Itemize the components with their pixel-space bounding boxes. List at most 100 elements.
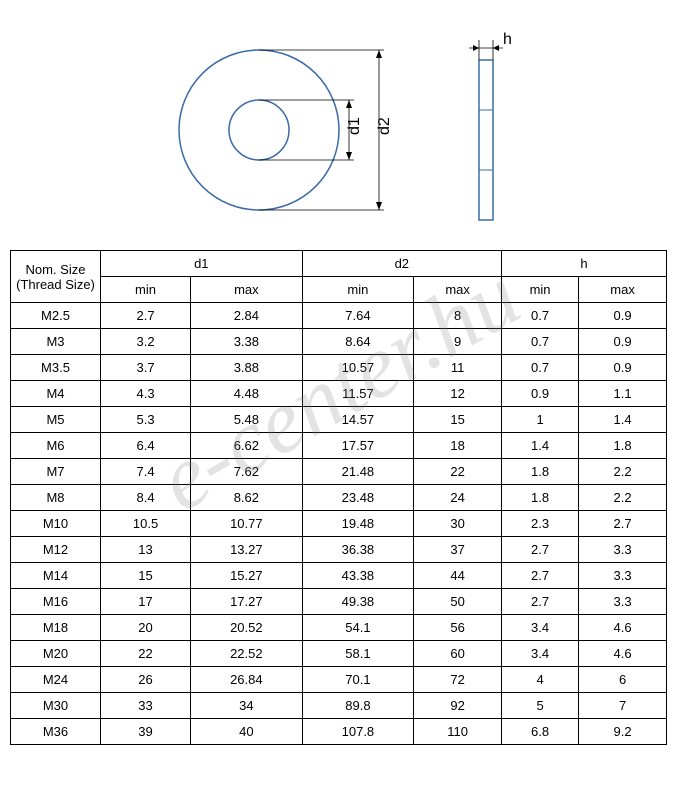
cell-d2max: 9	[414, 329, 502, 355]
d2-label: d2	[376, 117, 393, 135]
cell-d1max: 8.62	[191, 485, 303, 511]
cell-hmax: 4.6	[579, 615, 667, 641]
cell-d1min: 17	[101, 589, 191, 615]
cell-size: M4	[11, 381, 101, 407]
d1-label: d1	[346, 117, 363, 135]
cell-size: M20	[11, 641, 101, 667]
cell-size: M16	[11, 589, 101, 615]
cell-d2min: 23.48	[302, 485, 414, 511]
table-row: M33.23.388.6490.70.9	[11, 329, 667, 355]
cell-hmin: 2.7	[502, 589, 579, 615]
sub-d1-min: min	[101, 277, 191, 303]
cell-hmax: 2.2	[579, 485, 667, 511]
cell-hmax: 9.2	[579, 719, 667, 745]
cell-d2min: 58.1	[302, 641, 414, 667]
cell-size: M30	[11, 693, 101, 719]
table-row: M30333489.89257	[11, 693, 667, 719]
cell-d1min: 20	[101, 615, 191, 641]
cell-hmin: 0.7	[502, 355, 579, 381]
cell-d1max: 15.27	[191, 563, 303, 589]
cell-d1max: 40	[191, 719, 303, 745]
cell-size: M6	[11, 433, 101, 459]
table-row: M55.35.4814.571511.4	[11, 407, 667, 433]
cell-d1max: 13.27	[191, 537, 303, 563]
cell-d1max: 20.52	[191, 615, 303, 641]
cell-d1min: 13	[101, 537, 191, 563]
dimensions-table: Nom. Size (Thread Size) d1 d2 h min max …	[10, 250, 667, 745]
sub-d1-max: max	[191, 277, 303, 303]
cell-d2max: 11	[414, 355, 502, 381]
cell-size: M24	[11, 667, 101, 693]
cell-size: M14	[11, 563, 101, 589]
cell-d2min: 8.64	[302, 329, 414, 355]
col-nom-size: Nom. Size (Thread Size)	[11, 251, 101, 303]
cell-d2min: 11.57	[302, 381, 414, 407]
table-row: M2.52.72.847.6480.70.9	[11, 303, 667, 329]
cell-d1max: 4.48	[191, 381, 303, 407]
cell-d2max: 110	[414, 719, 502, 745]
cell-d1max: 22.52	[191, 641, 303, 667]
cell-hmax: 0.9	[579, 355, 667, 381]
sub-d2-max: max	[414, 277, 502, 303]
table-row: M88.48.6223.48241.82.2	[11, 485, 667, 511]
cell-hmax: 0.9	[579, 303, 667, 329]
table-header-row-1: Nom. Size (Thread Size) d1 d2 h	[11, 251, 667, 277]
cell-d1min: 15	[101, 563, 191, 589]
cell-hmin: 2.7	[502, 537, 579, 563]
cell-hmin: 0.7	[502, 329, 579, 355]
cell-d1min: 10.5	[101, 511, 191, 537]
cell-hmin: 2.3	[502, 511, 579, 537]
cell-d2min: 43.38	[302, 563, 414, 589]
table-body: M2.52.72.847.6480.70.9M33.23.388.6490.70…	[11, 303, 667, 745]
sub-h-max: max	[579, 277, 667, 303]
cell-d1max: 3.88	[191, 355, 303, 381]
cell-hmax: 1.8	[579, 433, 667, 459]
cell-hmin: 3.4	[502, 615, 579, 641]
cell-d2min: 54.1	[302, 615, 414, 641]
cell-hmin: 0.7	[502, 303, 579, 329]
cell-hmin: 3.4	[502, 641, 579, 667]
cell-d1min: 7.4	[101, 459, 191, 485]
cell-d2max: 50	[414, 589, 502, 615]
cell-hmax: 0.9	[579, 329, 667, 355]
col-d2: d2	[302, 251, 501, 277]
cell-d2max: 12	[414, 381, 502, 407]
cell-size: M36	[11, 719, 101, 745]
cell-size: M18	[11, 615, 101, 641]
cell-d1max: 17.27	[191, 589, 303, 615]
cell-hmin: 1.8	[502, 459, 579, 485]
cell-d2min: 49.38	[302, 589, 414, 615]
cell-hmax: 3.3	[579, 589, 667, 615]
cell-d1min: 33	[101, 693, 191, 719]
cell-d1min: 4.3	[101, 381, 191, 407]
table-row: M1010.510.7719.48302.32.7	[11, 511, 667, 537]
cell-d1max: 7.62	[191, 459, 303, 485]
table-row: M202222.5258.1603.44.6	[11, 641, 667, 667]
cell-d2max: 8	[414, 303, 502, 329]
cell-hmax: 7	[579, 693, 667, 719]
cell-d1max: 26.84	[191, 667, 303, 693]
cell-hmin: 2.7	[502, 563, 579, 589]
cell-hmin: 5	[502, 693, 579, 719]
cell-d2min: 36.38	[302, 537, 414, 563]
table-row: M44.34.4811.57120.91.1	[11, 381, 667, 407]
cell-d2max: 56	[414, 615, 502, 641]
cell-d1max: 2.84	[191, 303, 303, 329]
cell-d2max: 18	[414, 433, 502, 459]
cell-hmax: 2.2	[579, 459, 667, 485]
cell-d2min: 14.57	[302, 407, 414, 433]
cell-d1min: 3.7	[101, 355, 191, 381]
cell-hmax: 3.3	[579, 537, 667, 563]
table-row: M182020.5254.1563.44.6	[11, 615, 667, 641]
cell-size: M8	[11, 485, 101, 511]
cell-hmax: 3.3	[579, 563, 667, 589]
cell-d2min: 21.48	[302, 459, 414, 485]
cell-d1max: 3.38	[191, 329, 303, 355]
cell-size: M5	[11, 407, 101, 433]
cell-d2max: 15	[414, 407, 502, 433]
cell-hmax: 6	[579, 667, 667, 693]
cell-d1min: 26	[101, 667, 191, 693]
table-row: M66.46.6217.57181.41.8	[11, 433, 667, 459]
cell-d1min: 8.4	[101, 485, 191, 511]
cell-d2min: 89.8	[302, 693, 414, 719]
